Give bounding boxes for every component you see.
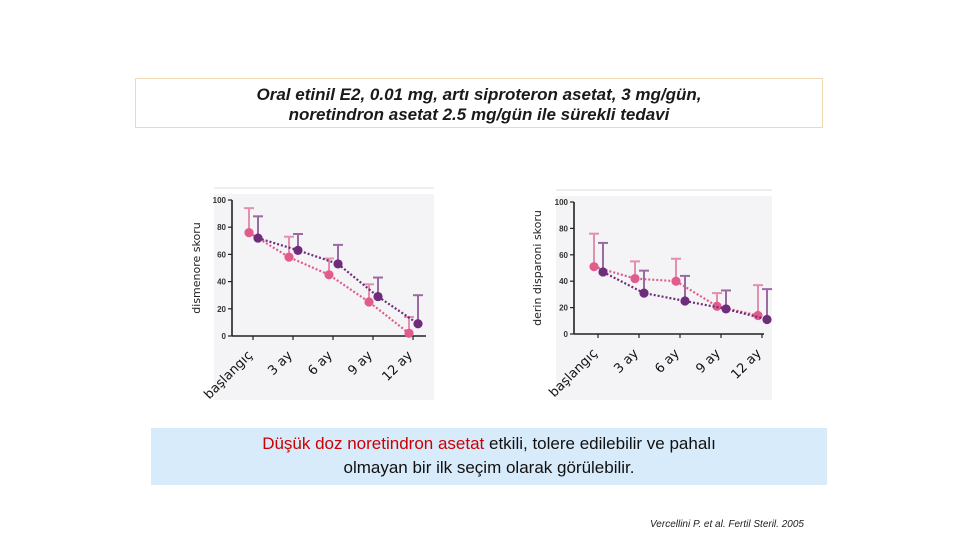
chart-1-y-tick-label: 80 xyxy=(217,223,226,232)
chart-2-series-1-point xyxy=(721,304,731,314)
chart-1-y-tick-label: 40 xyxy=(217,278,226,287)
conclusion-line-1: Düşük doz noretindron asetat etkili, tol… xyxy=(151,433,827,455)
chart-2-series-0-line xyxy=(593,265,759,317)
chart-1-series-1-point xyxy=(373,291,383,302)
chart-1-series-0-point xyxy=(324,270,334,280)
chart-2-y-tick-label: 80 xyxy=(559,224,568,233)
chart-1-y-tick-label: 0 xyxy=(222,332,227,341)
conclusion-line-2: olmayan bir ilk seçim olarak görülebilir… xyxy=(343,458,635,477)
chart-2-series-1-point xyxy=(639,288,649,298)
dyspareunia-chart-svg: derin disparoni skoru020406080100başlang… xyxy=(531,189,772,406)
chart-1-y-tick-label: 100 xyxy=(213,196,227,205)
chart-1-series-0-point xyxy=(404,328,414,338)
chart-2-y-axis-label: derin disparoni skoru xyxy=(531,210,544,326)
chart-2-series-0-point xyxy=(671,276,681,286)
chart-1-series-1-point xyxy=(333,259,343,269)
chart-1-series-1-point xyxy=(293,245,303,255)
dysmenorrhea-chart: dismenore skoru 0 20 40 60 80 100 başlangıç 3 ay… xyxy=(186,178,446,404)
chart-1-series-0-point xyxy=(244,228,254,238)
dyspareunia-chart: derin disparoni skoru 0 20 40 60 80 100 başlang… xyxy=(528,178,786,406)
title-line-1: Oral etinil E2, 0.01 mg, artı siproteron… xyxy=(256,85,702,104)
chart-2-series-1-point xyxy=(598,267,608,277)
title-line-2: noretindron asetat 2.5 mg/gün ile sürekl… xyxy=(288,105,670,124)
chart-2-series-0-point xyxy=(630,273,640,284)
chart-2-y-tick-label: 0 xyxy=(564,330,569,339)
conclusion-highlight: Düşük doz noretindron asetat xyxy=(262,434,485,453)
conclusion-box: Düşük doz noretindron asetat etkili, tol… xyxy=(151,428,827,485)
chart-1-y-axis-label: dismenore skoru xyxy=(190,222,203,313)
chart-1-series-0-point xyxy=(284,252,294,262)
chart-1-y-tick-label: 60 xyxy=(217,250,226,259)
conclusion-line-1-rest: etkili, tolere edilebilir ve pahalı xyxy=(484,434,716,453)
chart-1-series-1-point xyxy=(253,233,263,243)
citation: Vercellini P. et al. Fertil Steril. 2005 xyxy=(650,519,804,530)
chart-1-series-1-point xyxy=(413,319,423,329)
chart-2-y-tick-label: 20 xyxy=(559,304,568,313)
chart-2-panel xyxy=(556,196,772,406)
chart-2-series-1-point xyxy=(680,296,690,306)
chart-2-y-tick-label: 40 xyxy=(559,277,568,286)
chart-2-series-1-point xyxy=(762,314,772,325)
chart-2-y-tick-label: 60 xyxy=(559,251,568,260)
chart-2-series-0-point xyxy=(589,262,599,272)
chart-2-series-0-point xyxy=(753,310,763,321)
title-box: Oral etinil E2, 0.01 mg, artı siproteron… xyxy=(135,78,823,128)
chart-1-y-tick-label: 20 xyxy=(217,305,226,314)
chart-2-y-tick-label: 100 xyxy=(555,198,569,207)
chart-1-series-0-point xyxy=(364,297,374,307)
